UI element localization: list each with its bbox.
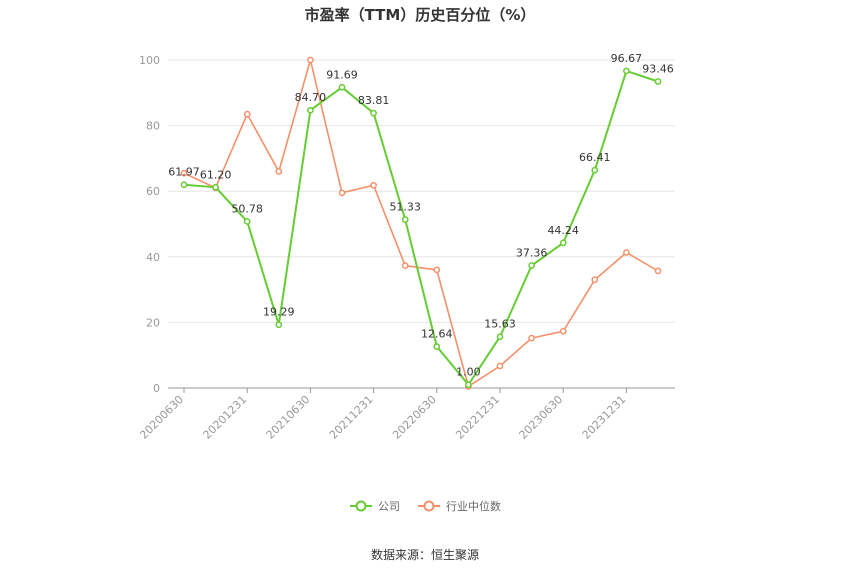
series-line [183, 56, 659, 388]
data-label: 96.67 [611, 52, 643, 65]
legend-item-industry-median[interactable]: 行业中位数 [418, 499, 501, 513]
data-label: 61.20 [200, 168, 232, 181]
data-point [591, 276, 599, 284]
data-point [243, 218, 251, 225]
x-tick-label: 20201231 [201, 393, 250, 442]
data-point [275, 321, 283, 329]
y-tick-label: 60 [146, 185, 160, 198]
data-label: 84.70 [295, 91, 327, 104]
y-tick-label: 100 [139, 54, 160, 67]
data-point [591, 166, 599, 174]
data-label: 50.78 [231, 202, 263, 215]
y-tick-label: 0 [153, 382, 160, 395]
data-label: 44.24 [547, 224, 579, 237]
data-point [370, 181, 377, 189]
data-label: 93.46 [642, 62, 674, 75]
legend-label: 公司 [378, 500, 400, 513]
data-point [212, 183, 219, 191]
data-label: 83.81 [358, 94, 390, 107]
data-label: 12.64 [421, 328, 453, 341]
legend-swatch-marker [423, 500, 435, 512]
data-point [275, 168, 283, 175]
x-tick-label: 20211231 [327, 393, 376, 442]
data-point [370, 109, 377, 117]
source-note: 数据来源：恒生聚源 [371, 547, 479, 562]
data-point [496, 362, 504, 370]
data-label: 15.63 [484, 318, 516, 331]
data-point [528, 334, 535, 342]
data-point [654, 78, 662, 85]
x-tick-label: 20230630 [517, 393, 566, 442]
data-point [465, 381, 472, 389]
data-point [654, 267, 662, 275]
data-point [559, 239, 567, 247]
data-point [623, 67, 630, 75]
data-point [401, 262, 409, 270]
legend-swatch-marker [355, 500, 367, 512]
legend[interactable]: 公司 行业中位数 [350, 499, 501, 513]
data-label: 61.97 [168, 166, 200, 179]
data-point [433, 266, 441, 274]
y-tick-label: 40 [146, 251, 160, 264]
data-label: 66.41 [579, 151, 611, 164]
x-tick-label: 20210630 [264, 393, 313, 442]
chart-title: 市盈率（TTM）历史百分位（%） [305, 6, 536, 24]
data-label: 1.00 [456, 366, 481, 379]
x-tick-label: 20231231 [580, 393, 629, 442]
legend-label: 行业中位数 [446, 499, 501, 513]
data-label: 91.69 [326, 68, 358, 81]
data-point [243, 110, 251, 118]
data-point [496, 333, 504, 341]
data-point [623, 249, 630, 256]
data-point [401, 216, 409, 223]
series-line [183, 69, 659, 387]
data-point [180, 169, 188, 177]
legend-item-company[interactable]: 公司 [350, 500, 400, 513]
y-tick-label: 80 [146, 120, 160, 133]
data-label: 37.36 [516, 246, 548, 259]
x-axis: 20200630 20201231 20210630 20211231 20220630… [137, 388, 629, 442]
data-label: 19.29 [263, 306, 295, 319]
data-point [307, 106, 314, 114]
x-tick-label: 20221231 [453, 393, 502, 442]
data-point [528, 262, 535, 269]
data-point [180, 181, 188, 189]
data-point [433, 343, 441, 350]
data-point [559, 327, 567, 335]
y-tick-label: 20 [146, 316, 160, 329]
x-tick-label: 20200630 [137, 393, 186, 442]
data-point [338, 189, 346, 197]
grid [168, 59, 675, 389]
data-point [307, 56, 314, 64]
data-point [338, 83, 346, 91]
x-tick-label: 20220630 [390, 393, 439, 442]
data-label: 51.33 [389, 201, 421, 214]
y-axis: 0 20 40 60 80 100 [139, 54, 160, 395]
series-industry-median [180, 56, 662, 390]
